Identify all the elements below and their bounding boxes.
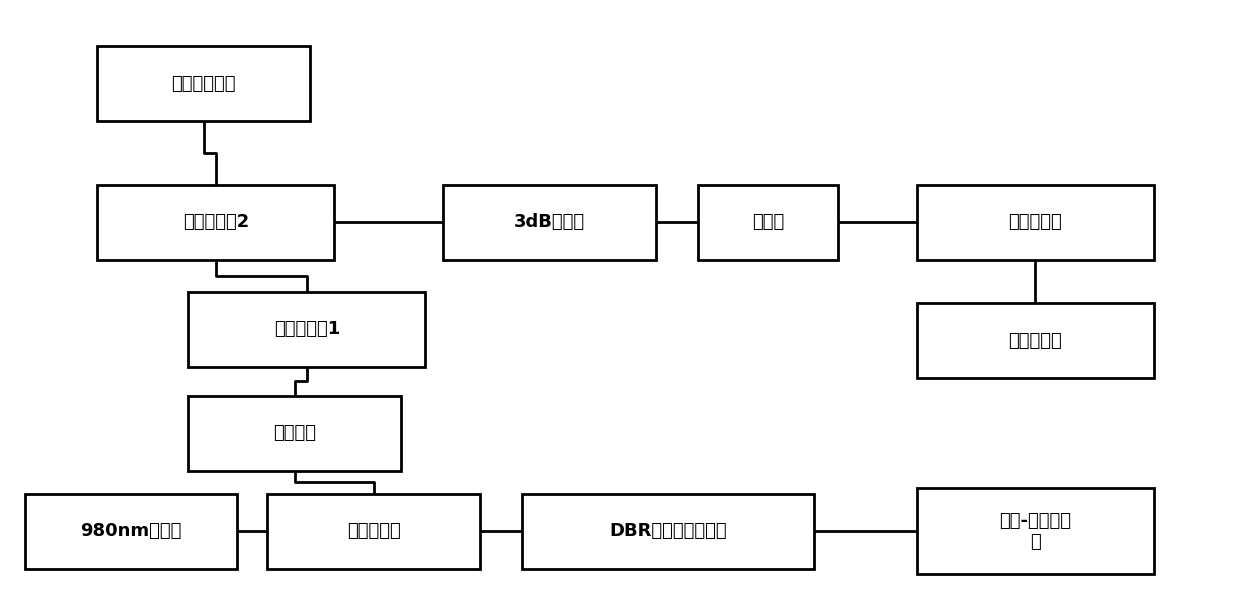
- Text: 偏振控制器2: 偏振控制器2: [182, 213, 249, 231]
- Text: 波分复用器: 波分复用器: [347, 522, 400, 540]
- Text: 偏振片: 偏振片: [752, 213, 784, 231]
- Text: 偏振控制器1: 偏振控制器1: [274, 320, 339, 338]
- Bar: [98, 47, 310, 121]
- Bar: [188, 292, 425, 366]
- Bar: [699, 185, 838, 260]
- Bar: [444, 185, 655, 260]
- Text: 3dB耦合器: 3dB耦合器: [514, 213, 585, 231]
- Text: 窄线宽激光器: 窄线宽激光器: [171, 75, 235, 93]
- Bar: [268, 494, 479, 569]
- Bar: [917, 303, 1154, 378]
- Text: 980nm激光器: 980nm激光器: [81, 522, 181, 540]
- Bar: [917, 185, 1154, 260]
- Bar: [25, 494, 237, 569]
- Text: 温度-应力双参
量: 温度-应力双参 量: [1000, 512, 1072, 551]
- Bar: [188, 396, 401, 471]
- Bar: [523, 494, 814, 569]
- Text: 光隔离器: 光隔离器: [273, 424, 316, 442]
- Text: 频谱分析仪: 频谱分析仪: [1009, 332, 1062, 350]
- Bar: [98, 185, 335, 260]
- Text: 光电转换器: 光电转换器: [1009, 213, 1062, 231]
- Text: DBR光纤激光传感器: DBR光纤激光传感器: [610, 522, 727, 540]
- Bar: [917, 488, 1154, 574]
